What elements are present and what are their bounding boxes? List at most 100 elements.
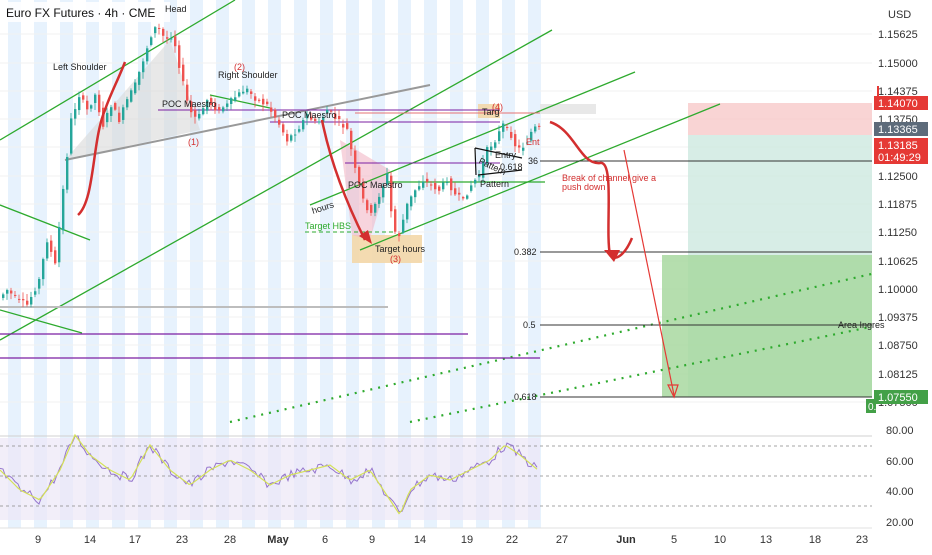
candle <box>86 100 89 110</box>
candle <box>94 94 97 104</box>
candle <box>446 182 449 184</box>
price-tick-label: 1.11250 <box>878 227 917 239</box>
price-badge-label: 0. <box>868 402 876 413</box>
session-band <box>424 0 437 528</box>
candle <box>50 240 53 252</box>
time-tick-label: 27 <box>556 534 568 546</box>
price-axis-ticks: 1.156251.150001.143751.137501.131251.125… <box>878 29 918 409</box>
time-tick-label: 22 <box>506 534 518 546</box>
channel-line <box>209 94 271 109</box>
candle <box>450 178 453 191</box>
red-scenario-curve <box>549 120 634 259</box>
rsi-pane-background <box>0 438 540 520</box>
fib-label-0618: 0.618 <box>514 392 537 402</box>
candle <box>42 259 45 280</box>
candle <box>146 48 149 62</box>
time-tick-label: 14 <box>414 534 426 546</box>
candle <box>318 121 321 123</box>
candle <box>430 184 433 186</box>
candle <box>38 278 41 289</box>
target-zone <box>662 255 872 397</box>
price-badge <box>874 150 928 164</box>
fib-label-0382: 0.382 <box>514 247 537 257</box>
candle <box>518 145 521 148</box>
channel-line <box>0 204 91 241</box>
candle <box>262 98 265 105</box>
price-tick-label: 1.09375 <box>878 312 918 324</box>
candle <box>290 135 293 141</box>
candle <box>98 94 101 113</box>
session-band <box>216 0 229 528</box>
session-band <box>398 0 411 528</box>
price-badge-label: 1.13185 <box>878 140 918 152</box>
candle <box>386 173 389 185</box>
candle <box>238 92 241 97</box>
title-bg <box>0 2 170 22</box>
candle <box>170 38 173 40</box>
candle <box>30 296 33 305</box>
price-tick-label: 1.15625 <box>878 29 918 41</box>
candle <box>454 188 457 195</box>
candle <box>458 192 461 195</box>
price-badge-label: 1.14070 <box>878 98 918 110</box>
candle <box>58 226 61 263</box>
price-axis[interactable] <box>872 0 932 550</box>
price-badge <box>874 122 928 136</box>
time-tick-label: 10 <box>714 534 726 546</box>
time-axis-ticks[interactable]: 9 14 17 23 28 May 6 9 14 19 22 27 Jun 5 10 13 18 23 <box>35 534 868 546</box>
candle <box>394 209 397 232</box>
candle <box>190 101 193 113</box>
candle <box>302 120 305 130</box>
time-tick-label: 9 <box>369 534 375 546</box>
label-bg <box>540 104 596 114</box>
candle <box>34 291 37 295</box>
candle <box>494 142 497 148</box>
candle <box>438 186 441 191</box>
time-tick-label: 13 <box>760 534 772 546</box>
candle <box>130 90 133 102</box>
candle <box>478 175 481 178</box>
annotation-right-shoulder: Right Shoulder <box>218 70 278 80</box>
candle <box>18 298 21 300</box>
candle <box>250 91 253 94</box>
annotation-target-hbs: Target HBS <box>305 221 351 231</box>
session-band <box>242 0 255 528</box>
session-band <box>372 0 385 528</box>
candle <box>498 131 501 142</box>
channel-line <box>0 309 83 334</box>
stop-loss-zone <box>688 103 872 135</box>
annotation-left-shoulder: Left Shoulder <box>53 62 107 72</box>
red-curve-up <box>77 61 127 216</box>
session-band <box>268 0 281 528</box>
session-band <box>34 0 47 528</box>
candle <box>510 131 513 138</box>
trend-channels <box>0 0 881 424</box>
candle <box>370 204 373 213</box>
time-tick-label: May <box>267 534 289 546</box>
candle <box>490 146 493 151</box>
candle <box>166 37 169 39</box>
price-tick-label: 1.12500 <box>878 171 918 183</box>
price-badge <box>874 96 928 110</box>
candle <box>162 28 165 36</box>
candle <box>186 84 189 101</box>
candle <box>154 27 157 34</box>
candle <box>90 105 93 109</box>
candle <box>434 183 437 190</box>
candle <box>506 127 509 129</box>
candle <box>266 101 269 105</box>
time-tick-label: 23 <box>176 534 188 546</box>
candle <box>514 134 517 147</box>
candle <box>218 107 221 110</box>
candle <box>282 124 285 133</box>
candle <box>206 100 209 111</box>
annotation-poc-1: POC Maestro <box>162 99 217 109</box>
channel-line <box>359 103 721 251</box>
candle <box>466 195 469 199</box>
candle <box>474 179 477 184</box>
currency-label: USD <box>888 9 911 21</box>
price-badge-label: 1.13365 <box>878 124 918 136</box>
